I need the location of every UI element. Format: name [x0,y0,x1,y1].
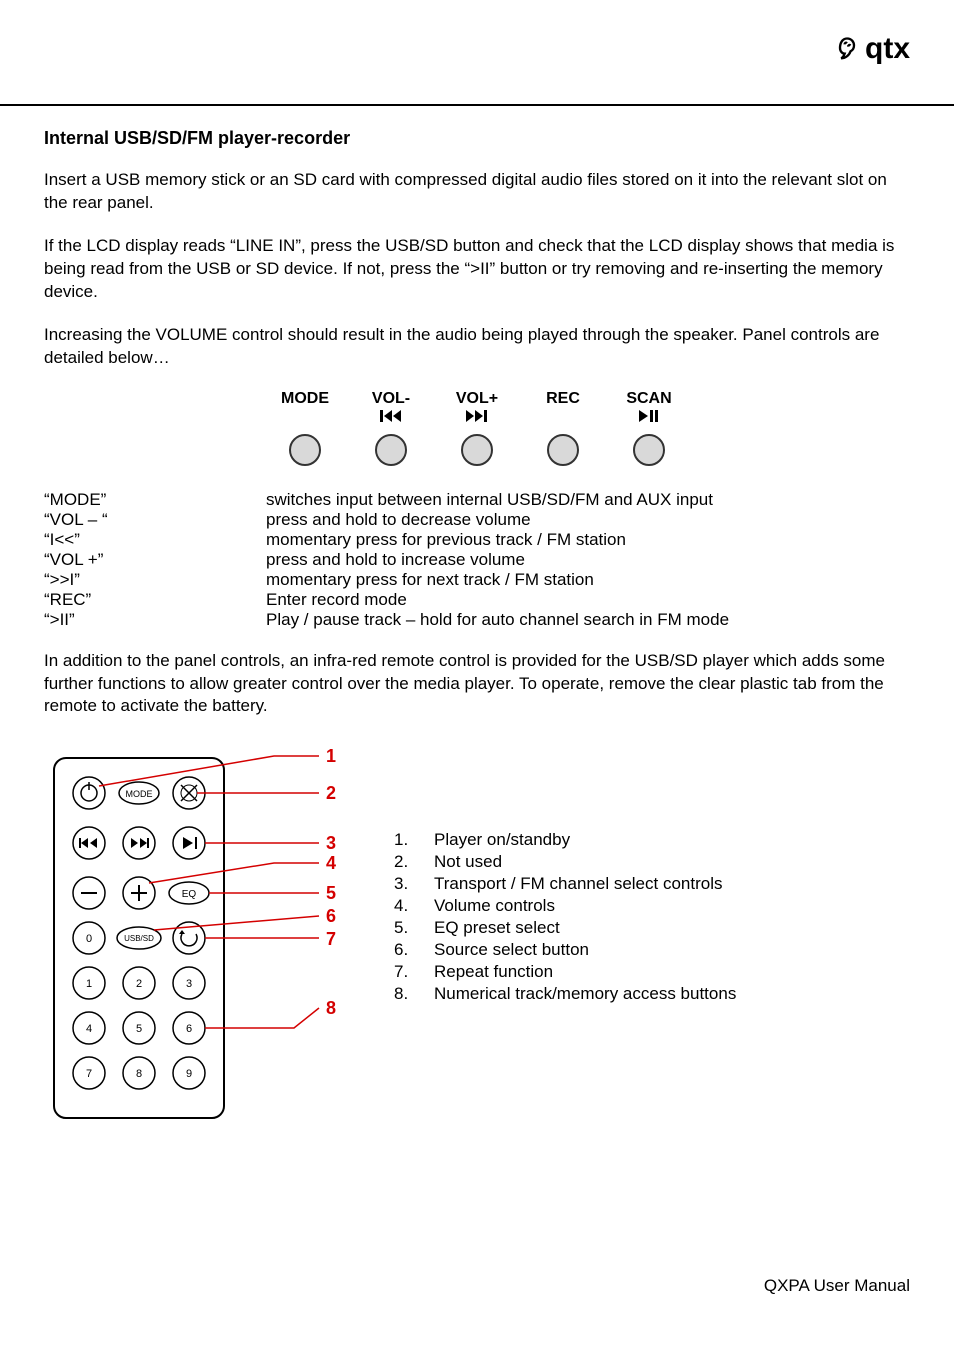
remote-btn-usbsd: USB/SD [124,934,154,943]
panel-button-volminus: VOL- [353,390,429,466]
remote-legend: 1.Player on/standby 2.Not used 3.Transpo… [394,830,736,1006]
panel-label-volminus: VOL- [372,390,410,408]
def-row: “VOL – “press and hold to decrease volum… [44,510,910,530]
remote-paragraph: In addition to the panel controls, an in… [44,650,910,719]
controls-definitions: “MODE”switches input between internal US… [44,490,910,630]
panel-button-mode: MODE [267,390,343,466]
def-row: “VOL +”press and hold to increase volume [44,550,910,570]
panel-knob [289,434,321,466]
def-row: “>II”Play / pause track – hold for auto … [44,610,910,630]
next-track-icon [466,408,488,424]
svg-text:3: 3 [186,978,192,990]
def-desc: momentary press for next track / FM stat… [266,570,594,590]
callout-6: 6 [326,906,336,926]
callout-4: 4 [326,853,336,873]
legend-item: 5.EQ preset select [394,918,736,938]
svg-text:1: 1 [86,978,92,990]
legend-item: 6.Source select button [394,940,736,960]
svg-text:6: 6 [186,1023,192,1035]
def-row: “REC”Enter record mode [44,590,910,610]
brand-icon [833,35,861,63]
def-desc: momentary press for previous track / FM … [266,530,626,550]
def-row: “>>I”momentary press for next track / FM… [44,570,910,590]
spacer [561,408,566,424]
legend-item: 7.Repeat function [394,962,736,982]
header-divider [0,104,954,106]
panel-knob [375,434,407,466]
def-term: “VOL – “ [44,510,266,530]
svg-text:4: 4 [86,1023,92,1035]
panel-label-volplus: VOL+ [456,390,498,408]
panel-knob [461,434,493,466]
spacer [303,408,308,424]
remote-diagram: MODE EQ 0 USB/SD 1 2 3 4 5 6 7 8 9 [44,738,344,1128]
panel-button-volplus: VOL+ [439,390,515,466]
panel-button-rec: REC [525,390,601,466]
callout-3: 3 [326,833,336,853]
callout-1: 1 [326,746,336,766]
def-desc: press and hold to decrease volume [266,510,531,530]
svg-text:8: 8 [136,1068,142,1080]
panel-knob [547,434,579,466]
play-pause-icon [639,408,659,424]
def-term: “>>I” [44,570,266,590]
def-term: “VOL +” [44,550,266,570]
svg-text:7: 7 [86,1068,92,1080]
svg-text:5: 5 [136,1023,142,1035]
callout-2: 2 [326,783,336,803]
brand-logo: qtx [833,32,910,66]
callout-8: 8 [326,998,336,1018]
legend-item: 4.Volume controls [394,896,736,916]
intro-paragraph-2: If the LCD display reads “LINE IN”, pres… [44,235,910,304]
section-title: Internal USB/SD/FM player-recorder [44,128,910,149]
panel-button-scan: SCAN [611,390,687,466]
def-term: “MODE” [44,490,266,510]
def-term: “REC” [44,590,266,610]
remote-btn-0: 0 [86,933,92,945]
def-desc: Play / pause track – hold for auto chann… [266,610,729,630]
panel-diagram: MODE VOL- VOL+ REC SCAN [267,390,687,466]
svg-text:9: 9 [186,1068,192,1080]
remote-btn-mode: MODE [126,789,153,799]
def-desc: press and hold to increase volume [266,550,525,570]
def-desc: Enter record mode [266,590,407,610]
intro-paragraph-1: Insert a USB memory stick or an SD card … [44,169,910,215]
svg-text:2: 2 [136,978,142,990]
legend-item: 1.Player on/standby [394,830,736,850]
def-row: “MODE”switches input between internal US… [44,490,910,510]
legend-item: 2.Not used [394,852,736,872]
legend-item: 8.Numerical track/memory access buttons [394,984,736,1004]
def-term: “I<<” [44,530,266,550]
def-desc: switches input between internal USB/SD/F… [266,490,713,510]
callout-7: 7 [326,929,336,949]
prev-track-icon [380,408,402,424]
brand-text: qtx [865,32,910,66]
remote-btn-eq: EQ [182,889,197,900]
footer-text: QXPA User Manual [764,1276,910,1296]
intro-paragraph-3: Increasing the VOLUME control should res… [44,324,910,370]
panel-label-scan: SCAN [626,390,671,408]
panel-knob [633,434,665,466]
legend-item: 3.Transport / FM channel select controls [394,874,736,894]
callout-5: 5 [326,883,336,903]
def-row: “I<<”momentary press for previous track … [44,530,910,550]
def-term: “>II” [44,610,266,630]
